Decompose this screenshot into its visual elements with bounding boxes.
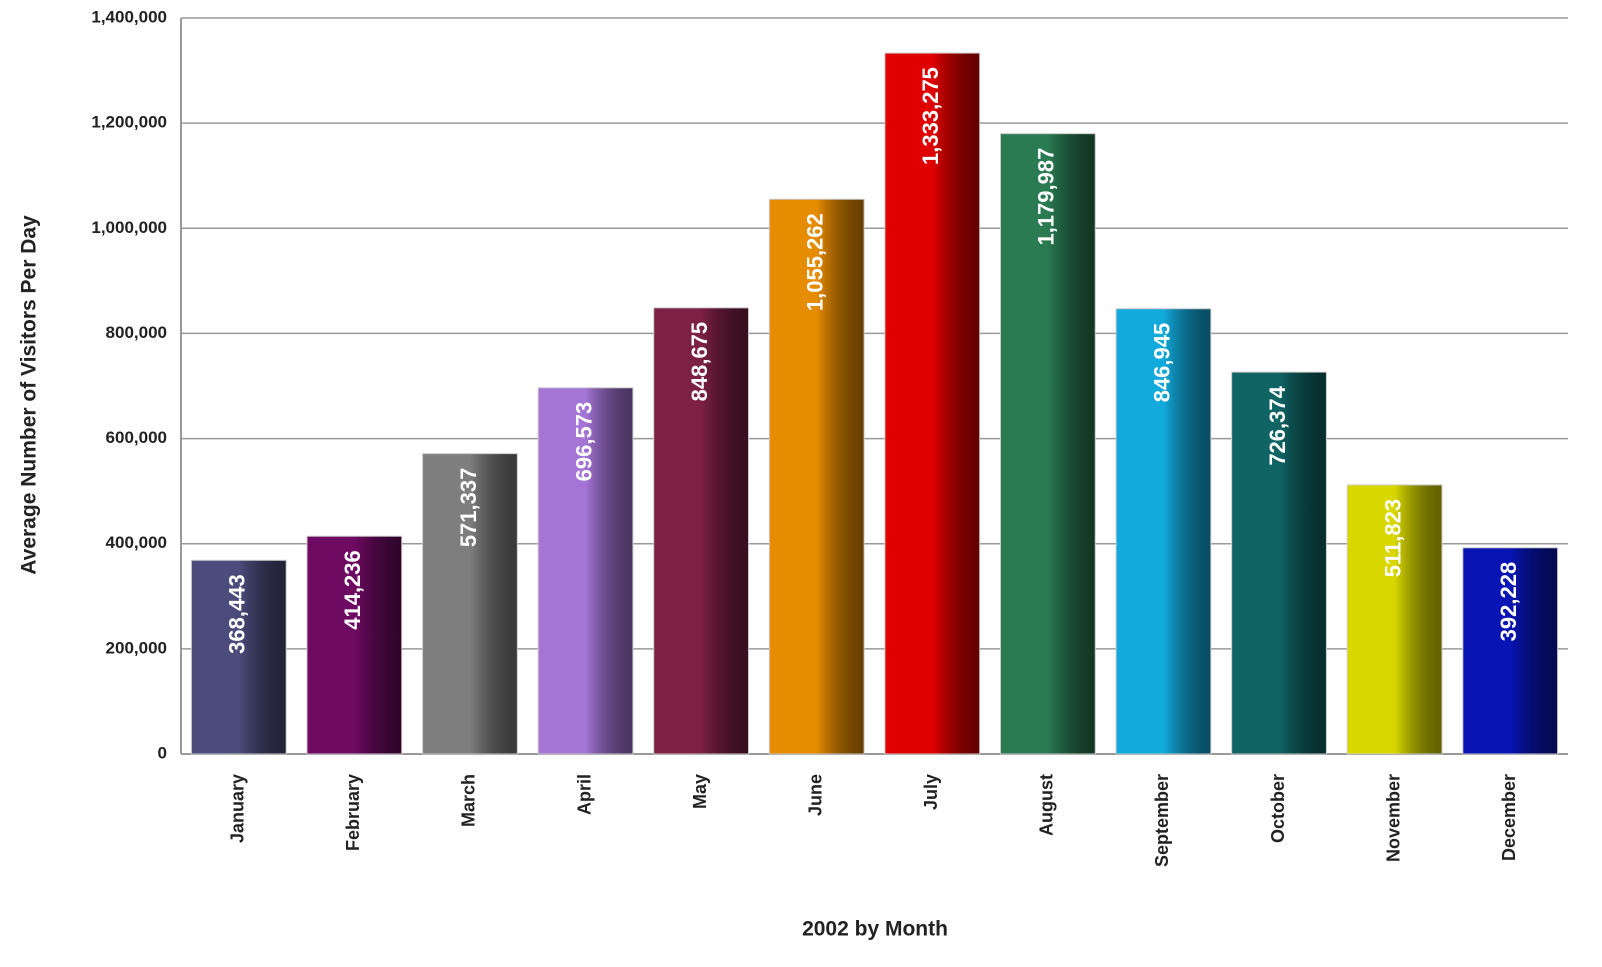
bar-shade	[768, 198, 865, 755]
x-tick-label: March	[459, 774, 479, 827]
value-label: 696,573	[571, 402, 596, 482]
x-tick-label: February	[343, 774, 363, 851]
y-tick-label: 200,000	[106, 638, 167, 657]
x-tick-label: December	[1499, 774, 1519, 861]
x-tick-label: October	[1268, 774, 1288, 843]
bar-shade	[999, 133, 1096, 755]
value-label: 368,443	[225, 574, 250, 654]
bar-shade	[422, 453, 518, 755]
x-tick-label: November	[1383, 774, 1403, 862]
x-tick-label: June	[805, 774, 825, 816]
value-label: 511,823	[1380, 499, 1405, 577]
value-label: 848,675	[687, 322, 712, 402]
y-tick-label: 400,000	[106, 533, 167, 552]
y-tick-label: 1,200,000	[91, 113, 167, 132]
x-tick-label: April	[574, 774, 594, 815]
bar-shade	[1462, 547, 1559, 755]
y-tick-label: 1,400,000	[91, 7, 167, 26]
y-axis-title: Average Number of Visitors Per Day	[18, 215, 41, 575]
value-label: 846,945	[1149, 323, 1174, 403]
value-label: 571,337	[456, 468, 481, 548]
x-tick-label: August	[1037, 774, 1057, 836]
bar-shade	[1346, 484, 1443, 755]
value-label: 726,374	[1265, 385, 1290, 465]
x-tick-label: January	[228, 774, 248, 843]
bar-shade	[537, 387, 634, 755]
bar-shade	[306, 535, 403, 755]
value-label: 392,228	[1496, 562, 1521, 642]
x-tick-label: September	[1152, 774, 1172, 867]
y-tick-label: 600,000	[106, 428, 167, 447]
x-tick-label: July	[921, 774, 941, 810]
value-label: 1,179,987	[1034, 148, 1059, 246]
bar-shade	[190, 559, 287, 755]
y-tick-label: 0	[158, 743, 167, 762]
x-axis-title: 2002 by Month	[802, 918, 948, 941]
value-label: 1,055,262	[803, 213, 828, 311]
bar-shade	[1115, 308, 1212, 755]
y-tick-label: 1,000,000	[91, 218, 167, 237]
bar-shade	[1231, 371, 1327, 755]
value-label: 1,333,275	[918, 67, 943, 165]
bar-shade	[884, 52, 981, 755]
y-tick-label: 800,000	[106, 323, 167, 342]
value-label: 414,236	[340, 550, 365, 630]
bar-shade	[653, 307, 750, 755]
x-tick-label: May	[690, 774, 710, 809]
